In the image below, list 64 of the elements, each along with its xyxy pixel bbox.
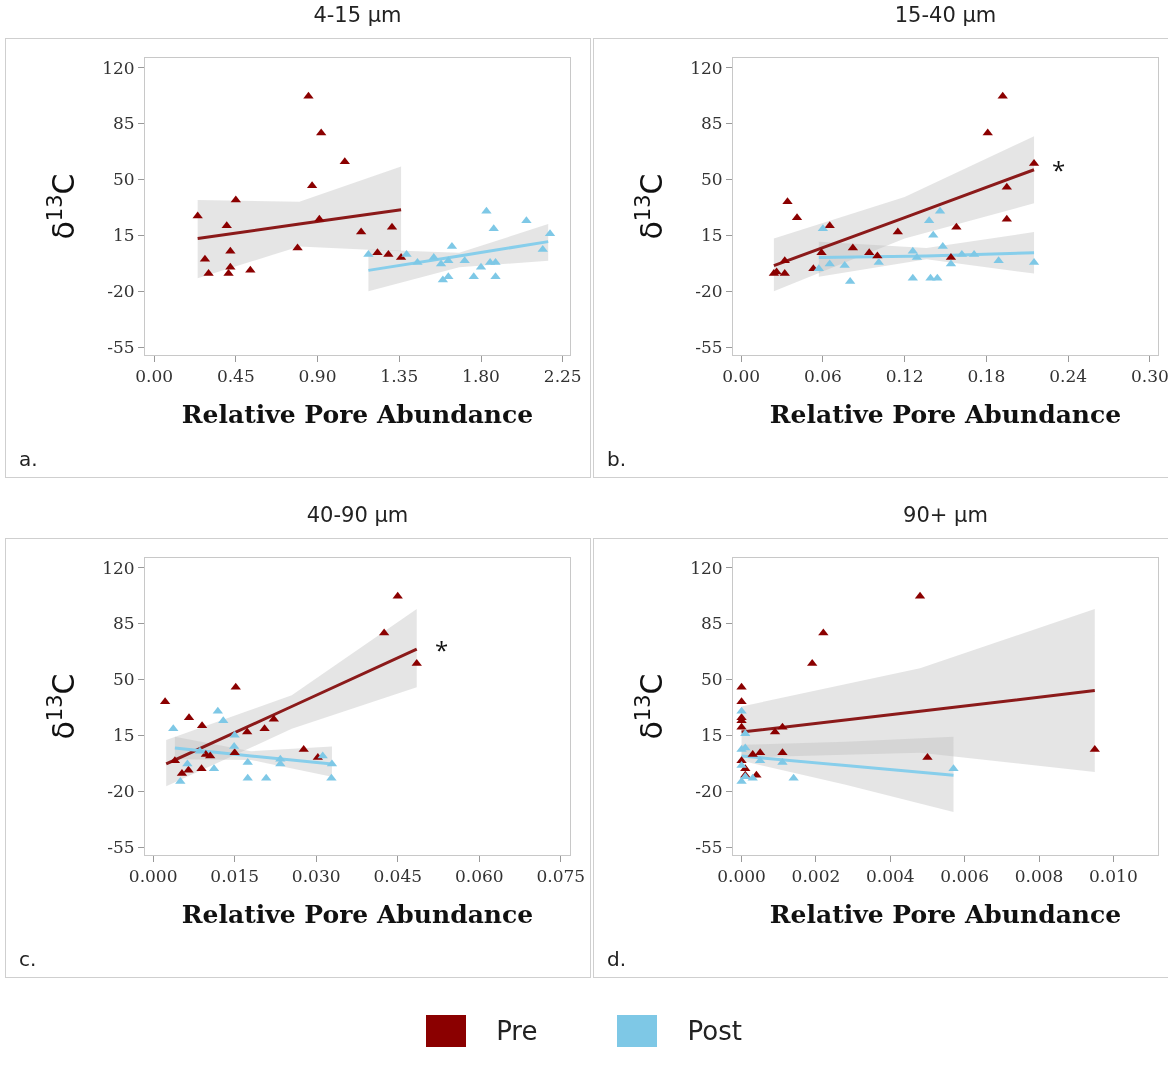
x-tick-label: 0.004 — [865, 866, 915, 887]
y-tick-label: -55 — [107, 836, 135, 857]
x-tick-label: 0.002 — [791, 866, 841, 887]
x-tick-label: 0.060 — [454, 866, 504, 887]
y-tick-label: -20 — [695, 281, 723, 302]
text: c. — [19, 947, 37, 971]
y-tick-label: -55 — [107, 336, 135, 357]
x-tick-label: 0.045 — [373, 866, 423, 887]
x-tick-label: 0.06 — [803, 366, 842, 387]
x-tick-label: 0.30 — [1130, 366, 1168, 387]
x-tick-label: 0.008 — [1014, 866, 1064, 887]
x-axis-title: Relative Pore Abundance — [181, 900, 534, 930]
chart-title: 40-90 μm — [306, 502, 409, 527]
x-tick-label: 0.000 — [128, 866, 178, 887]
y-tick-label: 50 — [700, 669, 723, 690]
x-tick-label: 0.24 — [1049, 366, 1088, 387]
text: a. — [19, 447, 38, 471]
x-tick-label: 0.45 — [216, 366, 255, 387]
y-tick-label: 15 — [700, 225, 723, 246]
x-tick-label: 1.35 — [380, 366, 419, 387]
legend-label: Pre — [496, 1016, 538, 1046]
y-tick-label: 120 — [102, 57, 135, 78]
y-tick-label: 85 — [700, 113, 723, 134]
x-tick-label: 0.030 — [291, 866, 341, 887]
x-tick-label: 0.075 — [536, 866, 586, 887]
annotation: * — [435, 633, 449, 666]
x-tick-label: 0.000 — [717, 866, 766, 887]
y-tick-label: 50 — [112, 169, 135, 190]
y-tick-label: 85 — [700, 613, 723, 634]
legend-label: Post — [687, 1016, 742, 1046]
y-tick-label: -20 — [107, 781, 135, 802]
chart-title: 90+ μm — [903, 502, 988, 527]
y-tick-label: -20 — [107, 281, 135, 302]
x-tick-label: 0.006 — [940, 866, 989, 887]
annotation: * — [1052, 153, 1066, 186]
x-tick-label: 0.00 — [135, 366, 174, 387]
x-tick-label: 1.80 — [462, 366, 500, 387]
y-tick-label: 50 — [700, 169, 723, 190]
y-tick-label: 85 — [112, 613, 135, 634]
chart-title: 4-15 μm — [313, 2, 402, 27]
x-tick-label: 0.010 — [1089, 866, 1138, 887]
x-axis-title: Relative Pore Abundance — [181, 400, 534, 430]
x-tick-label: 0.18 — [967, 366, 1006, 387]
y-tick-label: 50 — [112, 669, 135, 690]
y-tick-label: -55 — [695, 836, 723, 857]
chart-title: 15-40 μm — [894, 2, 997, 27]
x-tick-label: 0.00 — [722, 366, 761, 387]
x-tick-label: 0.12 — [885, 366, 924, 387]
text: d. — [607, 947, 627, 971]
y-tick-label: 120 — [690, 57, 723, 78]
x-axis-title: Relative Pore Abundance — [769, 400, 1122, 430]
x-tick-label: 2.25 — [543, 366, 582, 387]
y-tick-label: 120 — [690, 557, 723, 578]
x-tick-label: 0.015 — [210, 866, 260, 887]
y-tick-label: -20 — [695, 781, 723, 802]
y-tick-label: 15 — [112, 725, 135, 746]
y-tick-label: 15 — [700, 725, 723, 746]
text: b. — [607, 447, 627, 471]
y-tick-label: 15 — [112, 225, 135, 246]
x-axis-title: Relative Pore Abundance — [769, 900, 1122, 930]
y-tick-label: -55 — [695, 336, 723, 357]
y-tick-label: 120 — [102, 557, 135, 578]
y-tick-label: 85 — [112, 113, 135, 134]
x-tick-label: 0.90 — [298, 366, 337, 387]
